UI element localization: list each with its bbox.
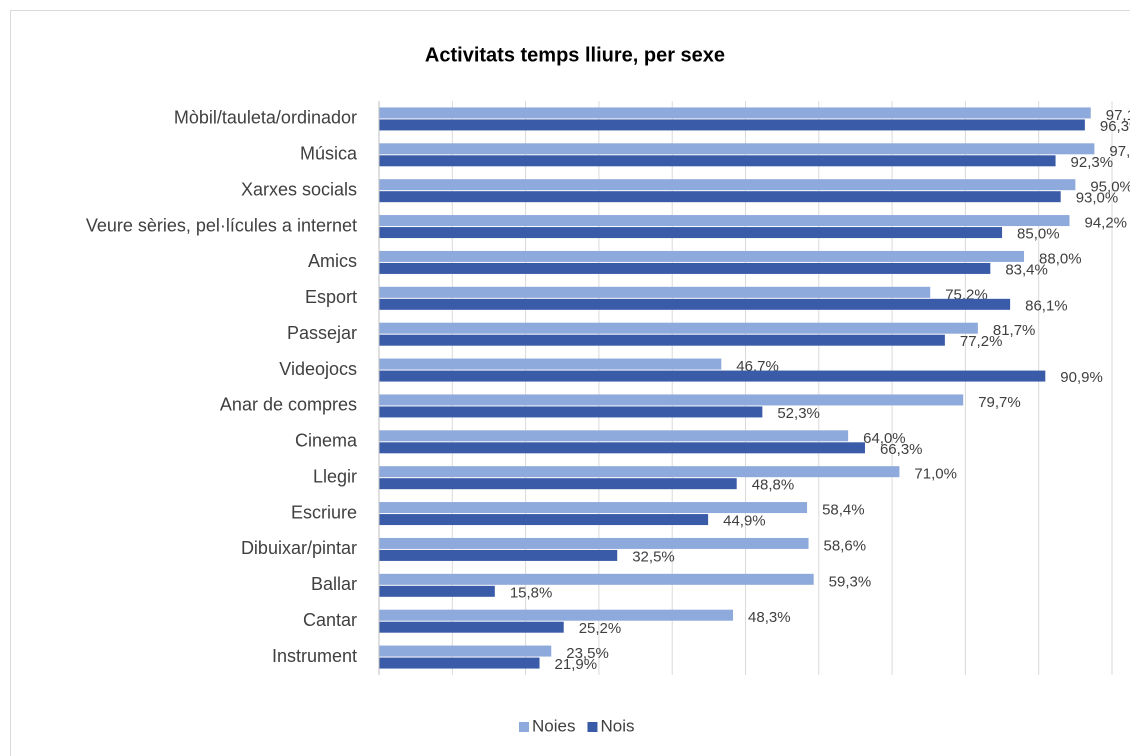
data-label: 52,3%	[777, 405, 820, 422]
category-label: Dibuixar/pintar	[241, 538, 357, 558]
data-label: 92,3%	[1071, 154, 1114, 171]
category-label: Música	[300, 144, 358, 164]
bar	[379, 585, 495, 597]
bar	[379, 191, 1061, 203]
bar	[379, 262, 991, 274]
data-label: 71,0%	[914, 466, 957, 483]
bar	[379, 107, 1091, 119]
category-label: Esport	[305, 287, 357, 307]
bar	[379, 442, 865, 454]
data-label: 58,6%	[824, 537, 867, 554]
data-label: 90,9%	[1060, 369, 1103, 386]
data-label: 88,0%	[1039, 250, 1082, 267]
bar	[379, 406, 763, 418]
data-label: 15,8%	[510, 584, 553, 601]
legend-swatch	[519, 722, 529, 732]
bar	[379, 143, 1095, 155]
data-label: 81,7%	[993, 322, 1036, 339]
bar	[379, 430, 849, 442]
category-label: Cantar	[303, 610, 357, 630]
bar	[379, 514, 709, 526]
category-label: Anar de compres	[220, 395, 357, 415]
bar	[379, 609, 734, 621]
data-label: 23,5%	[566, 645, 609, 662]
bar	[379, 250, 1025, 262]
category-label: Llegir	[313, 466, 357, 486]
category-label: Ballar	[311, 574, 357, 594]
data-label: 25,2%	[579, 620, 622, 637]
data-label: 77,2%	[960, 333, 1003, 350]
bar	[379, 549, 618, 561]
data-label: 64,0%	[863, 430, 906, 447]
category-label: Cinema	[295, 431, 358, 451]
chart-title: Activitats temps lliure, per sexe	[425, 44, 725, 66]
bar	[379, 573, 814, 585]
data-label: 83,4%	[1005, 261, 1048, 278]
bar	[379, 286, 931, 298]
data-label: 48,3%	[748, 609, 791, 626]
data-label: 95,0%	[1090, 179, 1130, 196]
data-label: 58,4%	[822, 502, 865, 519]
legend-swatch	[587, 722, 598, 732]
bar	[379, 621, 564, 633]
data-label: 85,0%	[1017, 226, 1060, 243]
data-label: 66,3%	[880, 441, 923, 458]
bar	[379, 370, 1046, 382]
bar	[379, 179, 1076, 191]
data-label: 97,6%	[1109, 143, 1130, 160]
bar	[379, 394, 964, 406]
category-label: Escriure	[291, 502, 357, 522]
bar	[379, 334, 945, 346]
category-label: Mòbil/tauleta/ordinador	[174, 108, 357, 128]
data-label: 86,1%	[1025, 297, 1068, 314]
bar	[379, 657, 540, 669]
chart-frame	[10, 10, 1130, 756]
data-label: 48,8%	[752, 477, 795, 494]
category-label: Passejar	[287, 323, 357, 343]
data-label: 93,0%	[1076, 190, 1119, 207]
bar	[379, 537, 809, 549]
category-label: Veure sèries, pel·lícules a internet	[86, 215, 357, 235]
bar	[379, 322, 978, 334]
data-label: 21,9%	[555, 656, 598, 673]
data-label: 44,9%	[723, 513, 766, 530]
category-label: Amics	[308, 251, 357, 271]
bar	[379, 215, 1070, 227]
data-label: 32,5%	[632, 548, 675, 565]
data-label: 59,3%	[829, 573, 872, 590]
data-label: 94,2%	[1084, 215, 1127, 232]
data-label: 96,3%	[1100, 118, 1130, 135]
bar	[379, 119, 1085, 131]
bar	[379, 502, 808, 514]
bar	[379, 155, 1056, 167]
bar	[379, 645, 552, 657]
category-label: Instrument	[272, 646, 357, 666]
bar	[379, 478, 737, 490]
category-label: Xarxes socials	[241, 179, 357, 199]
data-label: 79,7%	[978, 394, 1021, 411]
bar	[379, 298, 1011, 310]
bar	[379, 227, 1003, 239]
category-label: Videojocs	[279, 359, 357, 379]
legend-label: Noies	[532, 716, 575, 735]
data-label: 97,1%	[1106, 107, 1130, 124]
bar	[379, 466, 900, 478]
legend-label: Nois	[600, 716, 634, 735]
bar	[379, 358, 722, 370]
